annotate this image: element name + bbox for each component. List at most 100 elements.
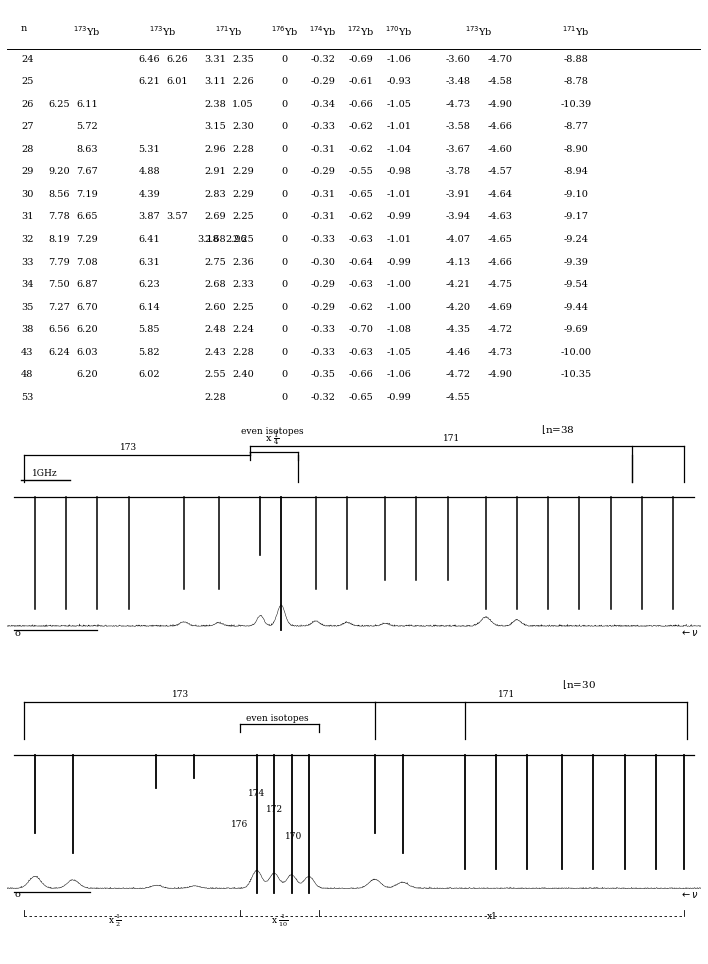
- Text: -1.01: -1.01: [387, 122, 411, 131]
- Text: -10.39: -10.39: [561, 100, 592, 109]
- Text: -4.64: -4.64: [487, 190, 512, 199]
- Text: -4.73: -4.73: [487, 348, 513, 357]
- Text: -0.62: -0.62: [348, 212, 373, 222]
- Text: -0.33: -0.33: [310, 122, 336, 131]
- Text: 48: 48: [21, 370, 33, 379]
- Text: 6.26: 6.26: [166, 55, 188, 64]
- Text: 6.56: 6.56: [48, 325, 70, 335]
- Text: 28: 28: [21, 145, 33, 154]
- Text: $^{173}$Yb: $^{173}$Yb: [73, 24, 101, 38]
- Text: x $\mathregular{\frac{1}{10}}$: x $\mathregular{\frac{1}{10}}$: [270, 912, 289, 929]
- Text: 6.23: 6.23: [139, 280, 160, 289]
- Text: 2.28: 2.28: [205, 392, 226, 402]
- Text: -0.99: -0.99: [387, 257, 411, 266]
- Text: -3.48: -3.48: [445, 77, 471, 86]
- Text: 4.88: 4.88: [139, 168, 160, 176]
- Text: -4.90: -4.90: [487, 370, 512, 379]
- Text: 171: 171: [442, 435, 459, 443]
- Text: x1: x1: [487, 912, 498, 922]
- Text: 2.24: 2.24: [232, 325, 254, 335]
- Text: 7.19: 7.19: [76, 190, 98, 199]
- Text: 2.40: 2.40: [232, 370, 254, 379]
- Text: 8.19: 8.19: [48, 235, 70, 244]
- Text: 6.01: 6.01: [166, 77, 188, 86]
- Text: 2.36: 2.36: [232, 257, 254, 266]
- Text: 2.68: 2.68: [205, 235, 226, 244]
- Text: -0.62: -0.62: [348, 303, 373, 311]
- Text: 3.18: 3.18: [198, 235, 219, 244]
- Text: 172: 172: [266, 805, 282, 814]
- Text: 6.02: 6.02: [139, 370, 160, 379]
- Text: -4.66: -4.66: [487, 257, 512, 266]
- Text: -8.78: -8.78: [564, 77, 588, 86]
- Text: -4.73: -4.73: [445, 100, 471, 109]
- Text: 2.29: 2.29: [232, 168, 254, 176]
- Text: 2.60: 2.60: [205, 303, 226, 311]
- Text: $\lfloor$n=30: $\lfloor$n=30: [562, 679, 596, 691]
- Text: 7.29: 7.29: [76, 235, 98, 244]
- Text: -1.05: -1.05: [387, 100, 411, 109]
- Text: 2.25: 2.25: [232, 303, 254, 311]
- Text: 7.78: 7.78: [48, 212, 70, 222]
- Text: $^{174}$Yb: $^{174}$Yb: [309, 24, 336, 38]
- Text: 5.72: 5.72: [76, 122, 98, 131]
- Text: -4.70: -4.70: [487, 55, 512, 64]
- Text: 0: 0: [282, 257, 287, 266]
- Text: 7.08: 7.08: [76, 257, 98, 266]
- Text: -0.93: -0.93: [387, 77, 411, 86]
- Text: 6.03: 6.03: [76, 348, 98, 357]
- Text: even isotopes: even isotopes: [246, 714, 309, 723]
- Text: 6.31: 6.31: [139, 257, 160, 266]
- Text: x $\mathregular{\frac{1}{2}}$: x $\mathregular{\frac{1}{2}}$: [108, 912, 122, 929]
- Text: 2.96: 2.96: [205, 145, 226, 154]
- Text: x $\mathregular{\frac{1}{4}}$: x $\mathregular{\frac{1}{4}}$: [265, 430, 280, 449]
- Text: -1.08: -1.08: [387, 325, 411, 335]
- Text: -4.75: -4.75: [487, 280, 512, 289]
- Text: $^{171}$Yb: $^{171}$Yb: [562, 24, 590, 38]
- Text: $^{173}$Yb: $^{173}$Yb: [465, 24, 493, 38]
- Text: 2.28: 2.28: [232, 348, 254, 357]
- Text: -3.94: -3.94: [445, 212, 471, 222]
- Text: -0.33: -0.33: [310, 325, 336, 335]
- Text: 0: 0: [282, 100, 287, 109]
- Text: 6.46: 6.46: [139, 55, 160, 64]
- Text: -8.90: -8.90: [564, 145, 588, 154]
- Text: o: o: [14, 629, 20, 638]
- Text: -0.29: -0.29: [310, 168, 335, 176]
- Text: even isotopes: even isotopes: [241, 427, 304, 436]
- Text: -0.55: -0.55: [348, 168, 373, 176]
- Text: -1.06: -1.06: [387, 55, 411, 64]
- Text: -4.21: -4.21: [445, 280, 471, 289]
- Text: 6.65: 6.65: [76, 212, 98, 222]
- Text: 6.24: 6.24: [48, 348, 70, 357]
- Text: -0.61: -0.61: [348, 77, 373, 86]
- Text: 53: 53: [21, 392, 33, 402]
- Text: -1.01: -1.01: [387, 235, 411, 244]
- Text: -9.69: -9.69: [564, 325, 588, 335]
- Text: -1.00: -1.00: [387, 303, 411, 311]
- Text: 2.83: 2.83: [205, 190, 226, 199]
- Text: 174: 174: [249, 789, 266, 798]
- Text: 3.11: 3.11: [205, 77, 226, 86]
- Text: 2.25: 2.25: [232, 212, 254, 222]
- Text: 5.82: 5.82: [139, 348, 160, 357]
- Text: 3.87: 3.87: [139, 212, 160, 222]
- Text: -0.98: -0.98: [387, 168, 411, 176]
- Text: 30: 30: [21, 190, 33, 199]
- Text: -0.30: -0.30: [310, 257, 335, 266]
- Text: -8.88: -8.88: [564, 55, 588, 64]
- Text: -0.69: -0.69: [348, 55, 373, 64]
- Text: -10.00: -10.00: [561, 348, 591, 357]
- Text: -9.44: -9.44: [564, 303, 588, 311]
- Text: -9.10: -9.10: [564, 190, 588, 199]
- Text: 2.30: 2.30: [232, 122, 254, 131]
- Text: 31: 31: [21, 212, 33, 222]
- Text: -3.67: -3.67: [445, 145, 471, 154]
- Text: -4.63: -4.63: [487, 212, 512, 222]
- Text: 6.20: 6.20: [76, 370, 98, 379]
- Text: $^{172}$Yb: $^{172}$Yb: [347, 24, 375, 38]
- Text: -4.66: -4.66: [487, 122, 512, 131]
- Text: -0.63: -0.63: [348, 235, 373, 244]
- Text: 2.25: 2.25: [232, 235, 254, 244]
- Text: 8.56: 8.56: [48, 190, 70, 199]
